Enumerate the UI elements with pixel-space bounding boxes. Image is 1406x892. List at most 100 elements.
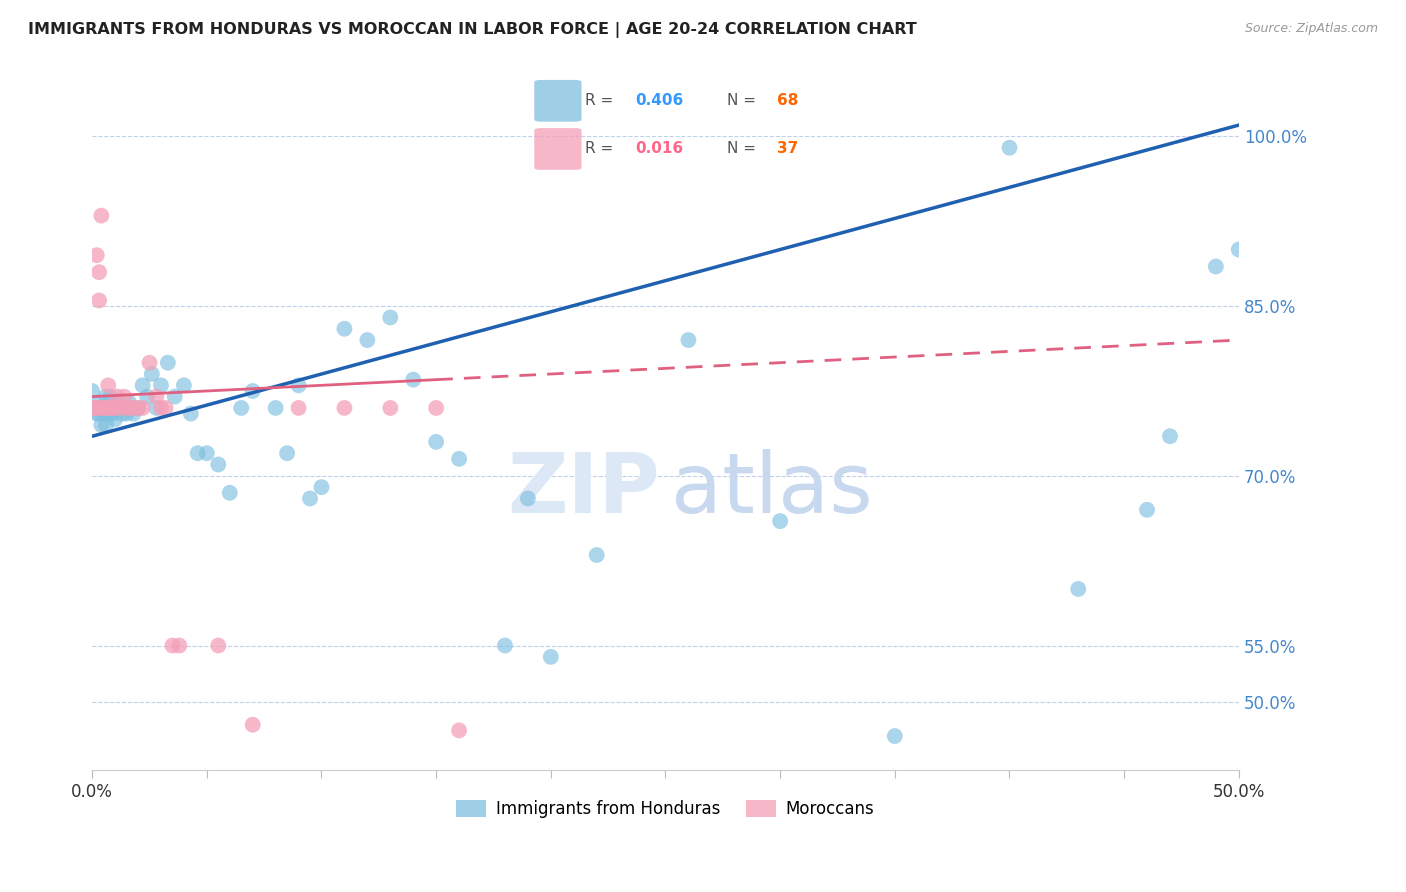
Legend: Immigrants from Honduras, Moroccans: Immigrants from Honduras, Moroccans bbox=[450, 793, 882, 825]
Text: N =: N = bbox=[727, 141, 761, 156]
Point bbox=[1227, 243, 1250, 257]
Point bbox=[90, 401, 112, 415]
Point bbox=[97, 378, 120, 392]
Point bbox=[94, 390, 117, 404]
Point bbox=[380, 401, 402, 415]
Point bbox=[122, 407, 145, 421]
Point bbox=[195, 446, 218, 460]
Point bbox=[94, 401, 117, 415]
Point bbox=[87, 265, 110, 279]
Point bbox=[163, 390, 186, 404]
Point bbox=[540, 649, 562, 664]
Point bbox=[93, 407, 115, 421]
Point bbox=[104, 412, 127, 426]
Point bbox=[149, 401, 172, 415]
Point bbox=[90, 401, 112, 415]
Point bbox=[108, 401, 131, 415]
Point bbox=[115, 401, 138, 415]
Point bbox=[86, 248, 108, 262]
Point bbox=[276, 446, 298, 460]
Point bbox=[299, 491, 322, 506]
Point bbox=[122, 401, 145, 415]
Point bbox=[107, 395, 129, 409]
Point bbox=[111, 407, 134, 421]
Text: R =: R = bbox=[585, 141, 619, 156]
Point bbox=[264, 401, 287, 415]
Point bbox=[86, 401, 108, 415]
Point bbox=[104, 401, 127, 415]
Point bbox=[218, 485, 240, 500]
Point bbox=[156, 356, 179, 370]
Point bbox=[769, 514, 792, 528]
Text: 0.016: 0.016 bbox=[636, 141, 683, 156]
Text: 37: 37 bbox=[778, 141, 799, 156]
Point bbox=[145, 390, 167, 404]
Text: Source: ZipAtlas.com: Source: ZipAtlas.com bbox=[1244, 22, 1378, 36]
Text: N =: N = bbox=[727, 93, 761, 108]
Point bbox=[94, 417, 117, 432]
Point bbox=[86, 407, 108, 421]
Point bbox=[97, 407, 120, 421]
Point bbox=[90, 209, 112, 223]
Point bbox=[93, 401, 115, 415]
Point bbox=[138, 356, 160, 370]
Point bbox=[108, 401, 131, 415]
Text: R =: R = bbox=[585, 93, 619, 108]
Text: atlas: atlas bbox=[671, 449, 873, 530]
Point bbox=[87, 395, 110, 409]
Point bbox=[333, 322, 356, 336]
Point bbox=[97, 401, 120, 415]
Point bbox=[516, 491, 538, 506]
FancyBboxPatch shape bbox=[534, 128, 582, 169]
Point bbox=[100, 407, 122, 421]
Point bbox=[1159, 429, 1181, 443]
Point bbox=[145, 401, 167, 415]
Point bbox=[287, 401, 309, 415]
Point bbox=[93, 401, 115, 415]
Point bbox=[162, 639, 184, 653]
Point bbox=[101, 401, 124, 415]
Point bbox=[127, 401, 149, 415]
Point bbox=[100, 390, 122, 404]
Point bbox=[93, 401, 115, 415]
Point bbox=[131, 401, 153, 415]
Point bbox=[101, 401, 124, 415]
Point bbox=[169, 639, 191, 653]
Point bbox=[131, 378, 153, 392]
Point bbox=[97, 401, 120, 415]
Point bbox=[678, 333, 700, 347]
Point bbox=[86, 401, 108, 415]
Point bbox=[127, 401, 149, 415]
Point bbox=[998, 141, 1021, 155]
Point bbox=[112, 390, 135, 404]
Text: 0.406: 0.406 bbox=[636, 93, 683, 108]
Point bbox=[104, 401, 127, 415]
Point bbox=[425, 434, 447, 449]
Point bbox=[90, 417, 112, 432]
Point bbox=[155, 401, 177, 415]
Point bbox=[82, 384, 104, 398]
Point bbox=[1205, 260, 1227, 274]
FancyBboxPatch shape bbox=[534, 80, 582, 121]
Point bbox=[333, 401, 356, 415]
Text: 68: 68 bbox=[778, 93, 799, 108]
Point bbox=[883, 729, 905, 743]
Point bbox=[180, 407, 202, 421]
Point bbox=[380, 310, 402, 325]
Point bbox=[242, 384, 264, 398]
Point bbox=[356, 333, 378, 347]
Point bbox=[149, 378, 172, 392]
Point bbox=[187, 446, 209, 460]
Point bbox=[311, 480, 333, 494]
Point bbox=[100, 401, 122, 415]
Point bbox=[120, 401, 142, 415]
Point bbox=[87, 293, 110, 308]
Point bbox=[207, 639, 229, 653]
Point bbox=[402, 373, 425, 387]
Point bbox=[107, 390, 129, 404]
Point bbox=[101, 407, 124, 421]
Point bbox=[1136, 502, 1159, 516]
Text: IMMIGRANTS FROM HONDURAS VS MOROCCAN IN LABOR FORCE | AGE 20-24 CORRELATION CHAR: IMMIGRANTS FROM HONDURAS VS MOROCCAN IN … bbox=[28, 22, 917, 38]
Point bbox=[115, 407, 138, 421]
Point bbox=[207, 458, 229, 472]
